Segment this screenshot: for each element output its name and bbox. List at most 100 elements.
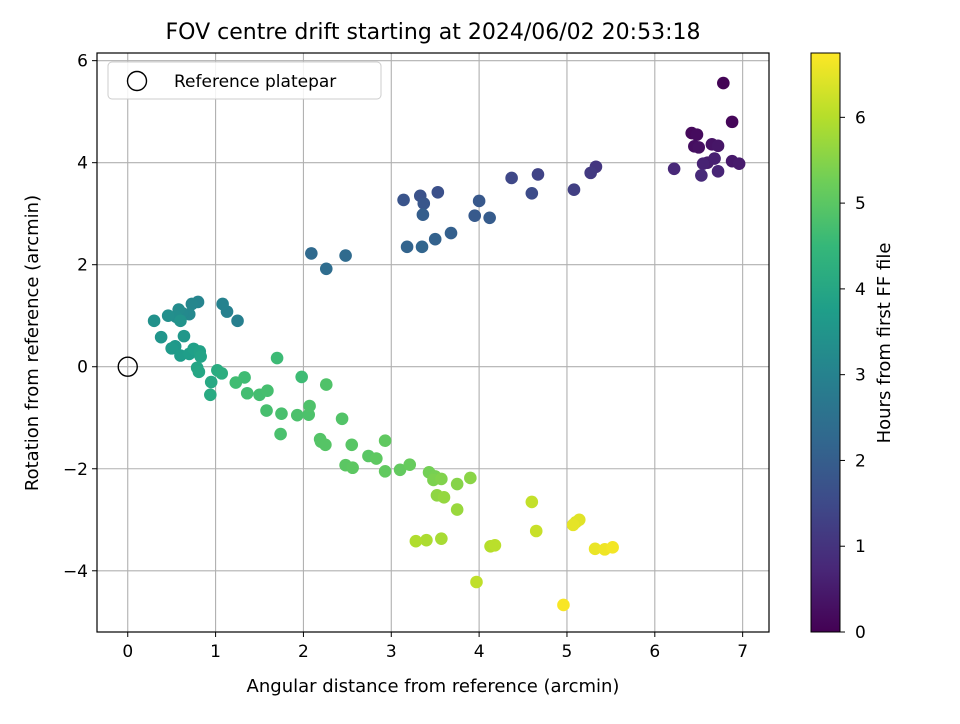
legend-entry-reference: Reference platepar xyxy=(174,72,336,92)
data-point xyxy=(165,342,178,355)
x-tick-label: 7 xyxy=(737,642,748,662)
data-point xyxy=(690,128,704,141)
data-point xyxy=(567,183,581,197)
data-point xyxy=(319,438,332,452)
data-point xyxy=(345,438,359,452)
data-point xyxy=(468,209,482,223)
data-point xyxy=(464,471,477,485)
colorbar-label: Hours from first FF file xyxy=(874,243,895,444)
data-point xyxy=(335,412,349,426)
data-point xyxy=(403,458,417,471)
data-point xyxy=(400,240,414,254)
x-tick-label: 5 xyxy=(562,642,573,662)
data-point xyxy=(708,152,721,165)
data-point xyxy=(415,240,429,254)
data-point xyxy=(319,378,333,391)
data-point xyxy=(303,399,316,413)
data-point xyxy=(428,232,442,246)
data-point xyxy=(417,197,431,210)
data-point xyxy=(346,461,359,475)
data-point xyxy=(416,208,430,222)
data-point xyxy=(339,249,352,262)
data-point xyxy=(696,157,710,170)
data-point xyxy=(174,314,187,328)
data-point xyxy=(305,247,318,260)
data-point xyxy=(397,193,410,207)
y-tick-label: −2 xyxy=(63,460,88,480)
colorbar-tick-label: 3 xyxy=(855,366,866,386)
data-point xyxy=(667,162,681,176)
data-point xyxy=(725,115,739,129)
data-point xyxy=(319,262,333,276)
data-point xyxy=(431,185,445,199)
data-point xyxy=(295,370,308,384)
data-point xyxy=(444,226,458,240)
data-point xyxy=(557,598,570,612)
data-point xyxy=(529,524,543,538)
plot-area-frame xyxy=(96,52,770,633)
data-point xyxy=(409,534,423,548)
data-point xyxy=(420,533,433,547)
x-axis-label: Angular distance from reference (arcmin) xyxy=(247,676,620,697)
data-point xyxy=(240,386,254,400)
x-tick-label: 1 xyxy=(210,642,221,662)
data-point xyxy=(695,169,708,182)
legend-reference-marker xyxy=(126,70,148,92)
data-point xyxy=(450,503,464,516)
data-point xyxy=(260,404,273,417)
data-point xyxy=(711,139,725,153)
data-point xyxy=(505,171,518,185)
data-point xyxy=(290,408,304,422)
chart-title: FOV centre drift starting at 2024/06/02 … xyxy=(166,20,701,45)
x-tick-label: 3 xyxy=(386,642,397,662)
data-point xyxy=(274,427,287,441)
colorbar-tick-label: 6 xyxy=(855,108,866,128)
data-point xyxy=(204,388,217,402)
data-point xyxy=(370,452,383,465)
y-tick-label: 4 xyxy=(77,154,88,174)
x-tick-label: 4 xyxy=(474,642,485,662)
data-point xyxy=(717,76,730,90)
data-point xyxy=(606,541,619,554)
y-tick-label: 6 xyxy=(77,52,88,72)
data-point xyxy=(216,297,229,311)
data-point xyxy=(584,166,597,180)
data-point xyxy=(270,351,284,365)
y-tick-label: 0 xyxy=(77,358,88,378)
colorbar-tick-label: 4 xyxy=(855,280,866,300)
data-point xyxy=(470,575,483,589)
data-point xyxy=(378,434,392,448)
data-point xyxy=(566,518,580,532)
colorbar-tick-label: 2 xyxy=(855,451,866,471)
data-point xyxy=(231,314,244,328)
data-point xyxy=(588,542,602,556)
data-point xyxy=(229,376,243,389)
x-tick-label: 6 xyxy=(649,642,660,662)
x-tick-label: 2 xyxy=(298,642,309,662)
data-point xyxy=(261,384,274,398)
data-point xyxy=(531,168,545,181)
data-point xyxy=(215,367,229,380)
data-point xyxy=(393,463,407,477)
colorbar-tick-label: 0 xyxy=(855,623,866,643)
y-axis-label: Rotation from reference (arcmin) xyxy=(22,195,43,491)
data-point xyxy=(378,465,392,478)
data-point xyxy=(711,165,725,178)
data-point xyxy=(435,472,448,486)
data-point xyxy=(437,491,451,504)
data-point xyxy=(185,297,199,311)
data-point xyxy=(204,375,218,389)
reference-marker-layer xyxy=(117,356,138,377)
data-point xyxy=(161,309,175,323)
x-tick-label: 0 xyxy=(122,642,133,662)
y-tick-label: 2 xyxy=(77,256,88,276)
data-point xyxy=(435,532,448,545)
data-point xyxy=(488,538,502,552)
axis-ticks: 0 1 2 3 4 5 6 7 −4 −2 0 2 4 6 xyxy=(63,52,748,662)
colorbar-tick-label: 5 xyxy=(855,194,866,214)
colorbar-ticks: 0 1 2 3 4 5 6 xyxy=(840,108,866,643)
data-point xyxy=(525,186,539,200)
reference-platepar-marker xyxy=(117,356,138,377)
data-point xyxy=(177,329,191,343)
